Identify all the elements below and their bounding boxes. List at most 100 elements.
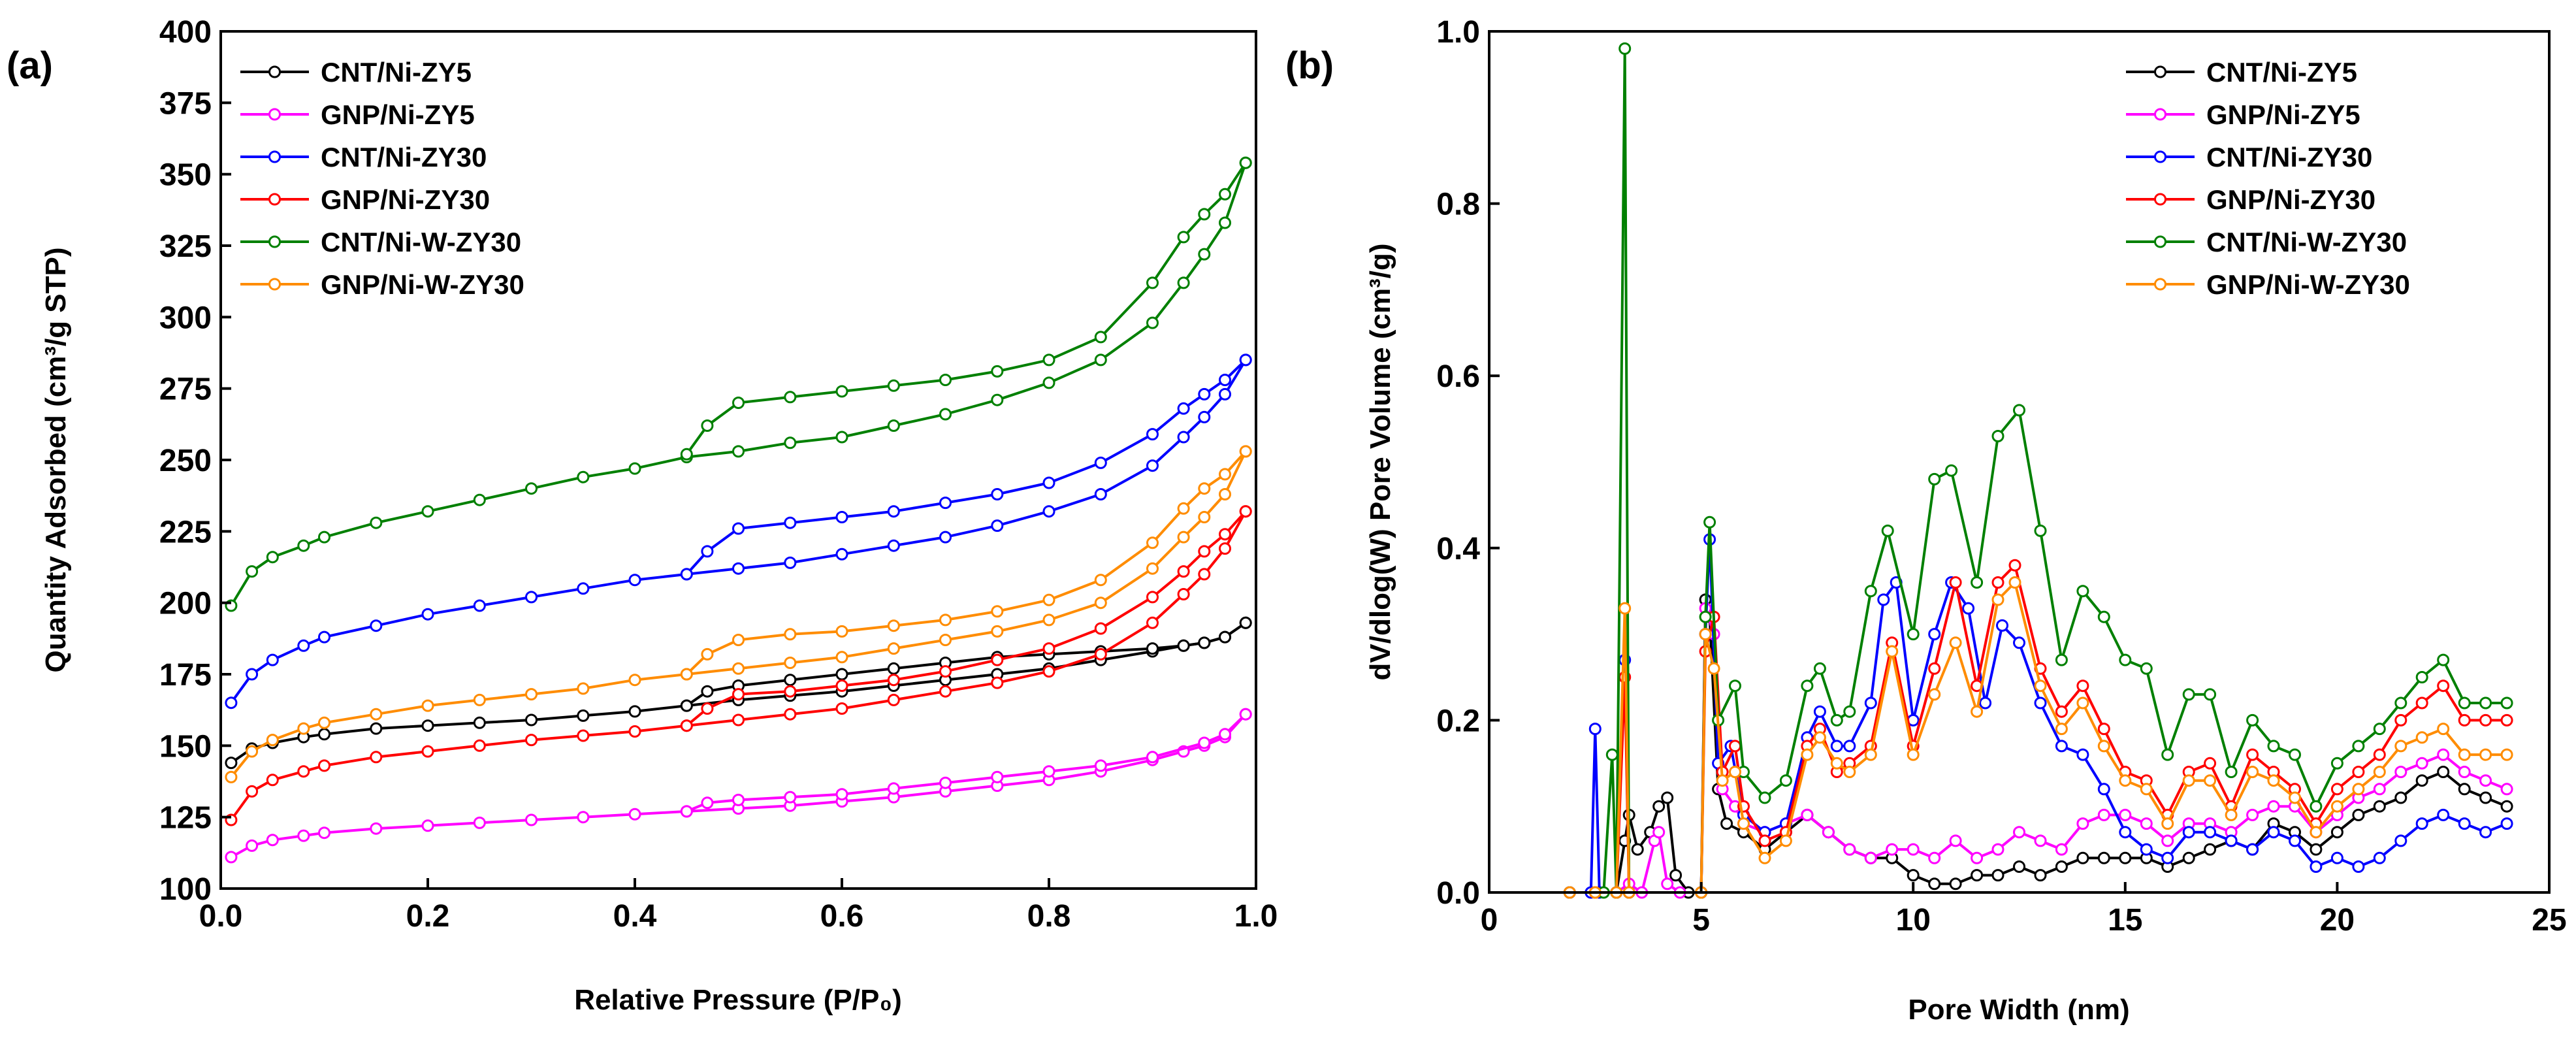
legend-label: GNP/Ni-W-ZY30 bbox=[2206, 269, 2410, 300]
data-point bbox=[628, 808, 641, 821]
data-point bbox=[1146, 751, 1159, 764]
data-point bbox=[2161, 851, 2174, 864]
data-point bbox=[2034, 834, 2047, 847]
data-point bbox=[2119, 851, 2132, 864]
data-point bbox=[1864, 696, 1877, 710]
data-point bbox=[2182, 851, 2195, 864]
data-point bbox=[266, 551, 279, 564]
data-point bbox=[2055, 723, 2068, 736]
data-point bbox=[246, 565, 259, 578]
x-tick-label: 15 bbox=[2108, 903, 2142, 938]
data-point bbox=[1094, 353, 1107, 367]
data-point bbox=[1907, 869, 1920, 882]
data-point bbox=[1146, 428, 1159, 441]
data-point bbox=[421, 608, 434, 621]
data-point bbox=[1886, 645, 1899, 658]
data-point bbox=[1928, 851, 1941, 864]
data-point bbox=[2458, 783, 2471, 796]
data-point bbox=[225, 770, 238, 783]
panel-b: (b) 0 5 10 15 20 25 0.0 0.2 0.4 0.6 0.8 1.0 Pore Wi… bbox=[1285, 15, 2567, 1026]
data-point bbox=[887, 693, 900, 706]
data-point bbox=[1661, 877, 1674, 891]
data-point bbox=[2415, 671, 2428, 683]
data-point bbox=[887, 419, 900, 432]
data-point bbox=[2373, 783, 2386, 796]
data-point bbox=[887, 619, 900, 632]
data-point bbox=[784, 391, 797, 404]
data-point bbox=[1219, 387, 1231, 400]
data-point bbox=[577, 709, 590, 722]
legend-marker bbox=[2154, 150, 2166, 163]
legend-label: CNT/Ni-W-ZY30 bbox=[321, 227, 521, 257]
legend-label: CNT/Ni-ZY5 bbox=[321, 57, 472, 88]
data-point bbox=[1843, 766, 1856, 778]
data-point bbox=[1198, 568, 1211, 581]
data-point bbox=[2076, 585, 2089, 598]
data-point bbox=[1996, 619, 2008, 632]
x-tick-label: 0 bbox=[1481, 903, 1498, 938]
data-point bbox=[2267, 826, 2280, 839]
data-point bbox=[835, 431, 848, 444]
data-point bbox=[421, 719, 434, 732]
panel-a-label: (a) bbox=[7, 44, 53, 87]
data-point bbox=[2055, 740, 2068, 753]
data-point bbox=[2310, 843, 2323, 856]
data-point bbox=[2352, 740, 2365, 753]
data-point bbox=[1877, 593, 1890, 606]
data-point bbox=[701, 419, 714, 432]
data-point bbox=[2352, 766, 2365, 778]
data-point bbox=[2310, 860, 2323, 873]
data-point bbox=[2267, 800, 2280, 813]
data-point bbox=[784, 628, 797, 641]
data-point bbox=[1219, 630, 1231, 644]
data-point bbox=[421, 505, 434, 518]
data-point bbox=[1843, 705, 1856, 718]
data-point bbox=[2161, 817, 2174, 830]
legend-marker bbox=[2154, 193, 2166, 206]
x-tick-label: 5 bbox=[1692, 903, 1710, 938]
data-point bbox=[266, 734, 279, 747]
series-cnt-ni-w-zy30 bbox=[1563, 42, 2513, 899]
data-point bbox=[1177, 231, 1190, 244]
data-point bbox=[1830, 713, 1843, 727]
data-point bbox=[887, 539, 900, 552]
data-point bbox=[2246, 713, 2259, 727]
data-point bbox=[2500, 817, 2513, 830]
data-point bbox=[1177, 402, 1190, 415]
data-point bbox=[370, 722, 383, 735]
data-point bbox=[2204, 774, 2217, 787]
data-point bbox=[1219, 216, 1231, 229]
series-line bbox=[686, 510, 1247, 727]
data-point bbox=[1928, 662, 1941, 675]
data-point bbox=[680, 568, 693, 581]
data-point bbox=[1949, 636, 1962, 649]
data-point bbox=[1699, 628, 1712, 641]
data-point bbox=[2289, 834, 2301, 847]
legend-marker bbox=[268, 278, 281, 291]
data-point bbox=[887, 505, 900, 518]
data-point bbox=[2246, 748, 2259, 761]
data-point bbox=[1094, 622, 1107, 635]
data-point bbox=[2458, 696, 2471, 710]
legend-marker bbox=[268, 150, 281, 163]
data-point bbox=[2330, 800, 2343, 813]
y-tick-label: 175 bbox=[159, 658, 212, 693]
legend-marker bbox=[2154, 65, 2166, 78]
y-tick-label: 200 bbox=[159, 587, 212, 621]
data-point bbox=[2204, 826, 2217, 839]
data-point bbox=[1042, 613, 1055, 627]
data-point bbox=[2394, 696, 2407, 710]
data-point bbox=[1239, 616, 1252, 629]
data-point bbox=[1042, 665, 1055, 678]
data-point bbox=[318, 630, 330, 644]
data-point bbox=[1094, 647, 1107, 661]
series-line bbox=[685, 359, 1247, 576]
data-point bbox=[732, 793, 745, 806]
data-point bbox=[2097, 723, 2110, 736]
y-tick-label: 150 bbox=[159, 729, 212, 764]
data-point bbox=[2415, 696, 2428, 710]
data-point bbox=[2373, 851, 2386, 864]
data-point bbox=[2204, 688, 2217, 701]
data-point bbox=[2076, 748, 2089, 761]
data-point bbox=[2415, 757, 2428, 770]
